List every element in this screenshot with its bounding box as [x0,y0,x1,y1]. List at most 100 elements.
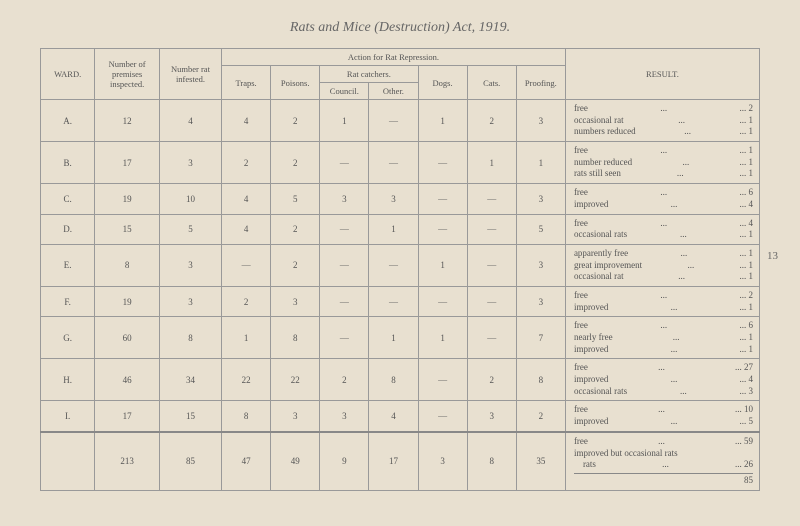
table-cell: — [467,214,516,244]
table-cell: 4 [222,100,271,142]
result-cell: free...... 59 improved but occasional ra… [565,432,759,490]
table-cell: — [222,244,271,286]
table-cell: 3 [418,432,467,490]
table-cell: 2 [467,100,516,142]
table-cell: 9 [320,432,369,490]
h-poisons: Poisons. [271,66,320,100]
h-catchers: Rat catchers. [320,66,418,83]
table-cell: — [320,317,369,359]
table-cell: 60 [95,317,160,359]
table-cell: — [467,244,516,286]
table-cell: — [467,317,516,359]
table-cell: 3 [271,401,320,432]
table-cell: 22 [271,359,320,401]
table-cell: 35 [516,432,565,490]
table-cell: — [418,184,467,214]
table-row: B.17322———11free...... 1number reduced..… [41,142,760,184]
table-row: I.17158334—32free...... 10improved......… [41,401,760,432]
table-cell: 49 [271,432,320,490]
table-cell: 3 [271,286,320,316]
table-cell: — [418,142,467,184]
table-cell: 8 [369,359,418,401]
table-cell: 46 [95,359,160,401]
table-row: G.60818—11—7free...... 6nearly free.....… [41,317,760,359]
table-cell: 8 [467,432,516,490]
table-cell: 1 [418,100,467,142]
table-cell: 213 [95,432,160,490]
document-title: Rats and Mice (Destruction) Act, 1919. [40,20,760,36]
table-row: D.15542—1——5free...... 4occasional rats.… [41,214,760,244]
table-cell: 5 [159,214,221,244]
table-cell: — [467,286,516,316]
result-cell: free...... 2occasional rat...... 1number… [565,100,759,142]
table-cell: 5 [271,184,320,214]
h-result: RESULT. [565,49,759,100]
table-cell: 8 [222,401,271,432]
table-cell: 17 [369,432,418,490]
result-cell: free...... 2improved...... 1 [565,286,759,316]
table-cell: 2 [222,142,271,184]
result-cell: free...... 27improved...... 4occasional … [565,359,759,401]
result-cell: free...... 4occasional rats...... 1 [565,214,759,244]
table-cell: 3 [159,244,221,286]
table-cell: 1 [418,317,467,359]
table-cell: 12 [95,100,160,142]
table-cell: 3 [320,184,369,214]
table-row: F.19323————3free...... 2improved...... 1 [41,286,760,316]
table-cell: 1 [369,214,418,244]
result-cell: free...... 10improved...... 5 [565,401,759,432]
h-other: Other. [369,83,418,100]
table-cell: A. [41,100,95,142]
table-cell: 2 [271,244,320,286]
table-cell: B. [41,142,95,184]
table-cell: — [369,142,418,184]
table-cell: 19 [95,286,160,316]
table-cell: 17 [95,142,160,184]
table-cell: 4 [222,184,271,214]
result-cell: free...... 6improved...... 4 [565,184,759,214]
result-cell: free...... 6nearly free...... 1improved.… [565,317,759,359]
table-cell: 8 [516,359,565,401]
table-cell: 15 [95,214,160,244]
result-cell: apparently free...... 1great improvement… [565,244,759,286]
table-cell: 1 [516,142,565,184]
table-cell: 8 [159,317,221,359]
h-council: Council. [320,83,369,100]
h-infested: Number rat infested. [159,49,221,100]
table-cell: — [369,244,418,286]
table-cell: 1 [320,100,369,142]
table-cell: 3 [467,401,516,432]
table-cell: 2 [271,214,320,244]
table-cell: E. [41,244,95,286]
table-cell: 3 [159,286,221,316]
table-cell: I. [41,401,95,432]
table-row: A.124421—123free...... 2occasional rat..… [41,100,760,142]
table-cell: — [369,286,418,316]
table-cell: 4 [369,401,418,432]
table-row: C.19104533——3free...... 6improved...... … [41,184,760,214]
table-cell: G. [41,317,95,359]
table-cell: 10 [159,184,221,214]
totals-row: 2138547499173835 free...... 59 improved … [41,432,760,490]
result-cell: free...... 1number reduced...... 1rats s… [565,142,759,184]
table-cell: — [418,286,467,316]
table-cell: 3 [516,286,565,316]
table-cell: 4 [159,100,221,142]
table-cell: 2 [467,359,516,401]
table-cell: — [418,214,467,244]
table-cell: 2 [320,359,369,401]
table-cell: 8 [271,317,320,359]
table-cell: 7 [516,317,565,359]
h-proofing: Proofing. [516,66,565,100]
table-cell: 2 [271,142,320,184]
table-cell: 3 [516,100,565,142]
table-cell: 3 [516,184,565,214]
h-ward: WARD. [41,49,95,100]
table-cell: 1 [369,317,418,359]
table-cell: — [320,142,369,184]
table-cell: F. [41,286,95,316]
h-traps: Traps. [222,66,271,100]
table-cell: — [369,100,418,142]
table-cell: D. [41,214,95,244]
table-row: E.83—2——1—3apparently free...... 1great … [41,244,760,286]
